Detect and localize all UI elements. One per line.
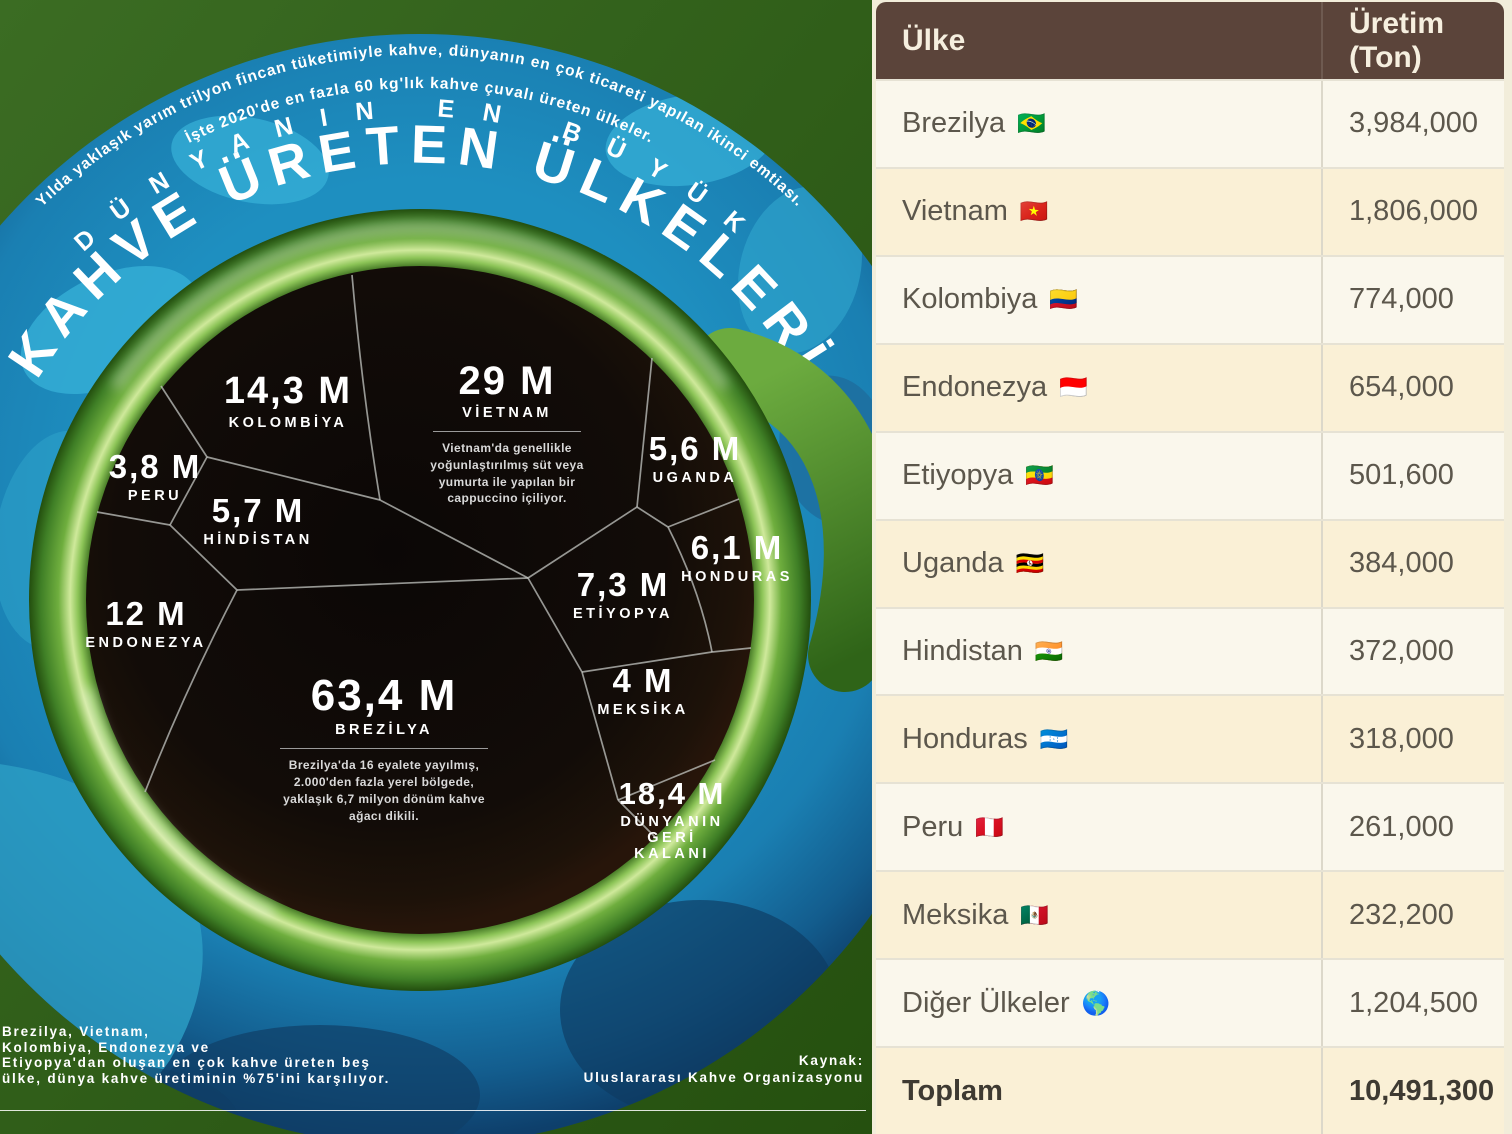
source-name: Uluslararası Kahve Organizasyonu bbox=[583, 1070, 864, 1085]
table-row: Peru 🇵🇪 261,000 bbox=[876, 782, 1504, 871]
production-table: Ülke Üretim (Ton) Brezilya 🇧🇷 3,984,000 … bbox=[876, 2, 1504, 1134]
flag-indonesia: 🇮🇩 bbox=[1059, 374, 1088, 402]
table-row: Hindistan 🇮🇳 372,000 bbox=[876, 606, 1504, 695]
total-value-cell: 10,491,300 bbox=[1349, 1074, 1495, 1107]
footer-line: Brezilya, Vietnam, bbox=[2, 1024, 150, 1039]
value-cell: 3,984,000 bbox=[1349, 107, 1479, 140]
production-table-panel: Ülke Üretim (Ton) Brezilya 🇧🇷 3,984,000 … bbox=[872, 0, 1512, 1134]
table-header-row: Ülke Üretim (Ton) bbox=[876, 2, 1504, 79]
country-name: Brezilya bbox=[902, 107, 1006, 140]
rim-highlight-bottom bbox=[82, 687, 276, 918]
country-name: Hindistan bbox=[902, 634, 1023, 667]
value-cell: 372,000 bbox=[1349, 634, 1454, 667]
globe-icon: 🌎 bbox=[1081, 989, 1111, 1017]
value-cell: 384,000 bbox=[1349, 547, 1454, 580]
column-header-country: Ülke bbox=[876, 2, 1323, 79]
flag-mexico: 🇲🇽 bbox=[1020, 901, 1049, 929]
table-row: Uganda 🇺🇬 384,000 bbox=[876, 518, 1504, 607]
footer-note: Brezilya, Vietnam, Kolombiya, Endonezya … bbox=[2, 1024, 502, 1086]
table-row: Vietnam 🇻🇳 1,806,000 bbox=[876, 166, 1504, 255]
table-row: Endonezya 🇮🇩 654,000 bbox=[876, 342, 1504, 431]
column-header-value: Üretim (Ton) bbox=[1349, 6, 1445, 74]
table-row: Diğer Ülkeler 🌎 1,204,500 bbox=[876, 958, 1504, 1047]
country-name: Uganda bbox=[902, 547, 1004, 580]
value-cell: 1,806,000 bbox=[1349, 195, 1479, 228]
country-name: Etiyopya bbox=[902, 459, 1014, 492]
footer-line: Kolombiya, Endonezya ve bbox=[2, 1039, 210, 1055]
country-cell: Honduras 🇭🇳 bbox=[876, 696, 1323, 783]
country-name: Vietnam bbox=[902, 195, 1008, 228]
divider-line bbox=[0, 1110, 866, 1111]
value-cell: 318,000 bbox=[1349, 722, 1454, 755]
infographic-canvas: Yılda yaklaşık yarım trilyon fincan tüke… bbox=[0, 0, 872, 1134]
table-row: Brezilya 🇧🇷 3,984,000 bbox=[876, 79, 1504, 167]
flag-brazil: 🇧🇷 bbox=[1017, 110, 1046, 138]
value-cell: 774,000 bbox=[1349, 283, 1454, 316]
flag-ethiopia: 🇪🇹 bbox=[1025, 462, 1054, 490]
country-cell: Brezilya 🇧🇷 bbox=[876, 81, 1323, 167]
flag-vietnam: 🇻🇳 bbox=[1019, 198, 1049, 226]
flag-uganda: 🇺🇬 bbox=[1015, 550, 1045, 578]
table-row: Etiyopya 🇪🇹 501,600 bbox=[876, 430, 1504, 519]
country-cell: Kolombiya 🇨🇴 bbox=[876, 256, 1323, 343]
source-label: Kaynak: bbox=[798, 1053, 864, 1068]
value-cell: 501,600 bbox=[1349, 459, 1454, 492]
rim-highlight-top bbox=[110, 223, 730, 390]
value-cell: 654,000 bbox=[1349, 371, 1454, 404]
country-cell: Peru 🇵🇪 bbox=[876, 784, 1323, 871]
country-cell: Etiyopya 🇪🇹 bbox=[876, 432, 1323, 519]
cup-handle bbox=[693, 328, 872, 692]
country-name: Meksika bbox=[902, 898, 1009, 931]
country-name: Peru bbox=[902, 810, 964, 843]
footer-line: ülke, dünya kahve üretiminin %75'ini kar… bbox=[2, 1070, 391, 1086]
table-total-row: Toplam 10,491,300 bbox=[876, 1046, 1504, 1134]
table-row: Kolombiya 🇨🇴 774,000 bbox=[876, 254, 1504, 343]
table-row: Honduras 🇭🇳 318,000 bbox=[876, 694, 1504, 783]
country-cell: Diğer Ülkeler 🌎 bbox=[876, 960, 1323, 1047]
coffee-surface bbox=[86, 266, 754, 934]
country-name: Diğer Ülkeler bbox=[902, 986, 1070, 1019]
country-cell: Meksika 🇲🇽 bbox=[876, 872, 1323, 959]
value-cell: 261,000 bbox=[1349, 810, 1454, 843]
country-cell: Uganda 🇺🇬 bbox=[876, 520, 1323, 607]
value-cell: 1,204,500 bbox=[1349, 986, 1479, 1019]
table-row: Meksika 🇲🇽 232,200 bbox=[876, 870, 1504, 959]
value-cell: 232,200 bbox=[1349, 898, 1454, 931]
coffee-infographic: Yılda yaklaşık yarım trilyon fincan tüke… bbox=[0, 0, 872, 1134]
flag-india: 🇮🇳 bbox=[1034, 637, 1064, 665]
country-name: Kolombiya bbox=[902, 283, 1038, 316]
flag-colombia: 🇨🇴 bbox=[1049, 286, 1079, 314]
total-label-cell: Toplam bbox=[876, 1048, 1323, 1134]
flag-peru: 🇵🇪 bbox=[975, 813, 1004, 841]
country-cell: Endonezya 🇮🇩 bbox=[876, 344, 1323, 431]
voronoi-lines bbox=[96, 274, 752, 839]
country-cell: Vietnam 🇻🇳 bbox=[876, 168, 1323, 255]
country-name: Honduras bbox=[902, 722, 1028, 755]
flag-honduras: 🇭🇳 bbox=[1039, 725, 1069, 753]
footer-line: Etiyopya'dan oluşan en çok kahve üreten … bbox=[2, 1055, 371, 1070]
source-credit: Kaynak: Uluslararası Kahve Organizasyonu bbox=[584, 1052, 864, 1086]
country-name: Endonezya bbox=[902, 371, 1048, 404]
country-cell: Hindistan 🇮🇳 bbox=[876, 608, 1323, 695]
